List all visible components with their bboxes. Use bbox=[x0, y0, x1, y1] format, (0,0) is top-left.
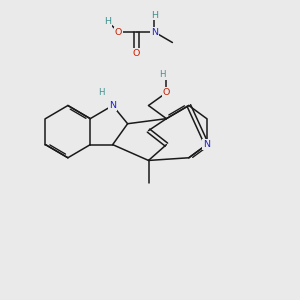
Text: N: N bbox=[109, 101, 116, 110]
Text: N: N bbox=[203, 140, 210, 149]
Text: H: H bbox=[104, 17, 111, 26]
Text: O: O bbox=[115, 28, 122, 37]
Text: N: N bbox=[151, 28, 158, 37]
Text: O: O bbox=[163, 88, 170, 97]
Text: H: H bbox=[151, 11, 158, 20]
Text: H: H bbox=[160, 70, 166, 79]
Text: O: O bbox=[133, 49, 140, 58]
Text: H: H bbox=[98, 88, 105, 98]
